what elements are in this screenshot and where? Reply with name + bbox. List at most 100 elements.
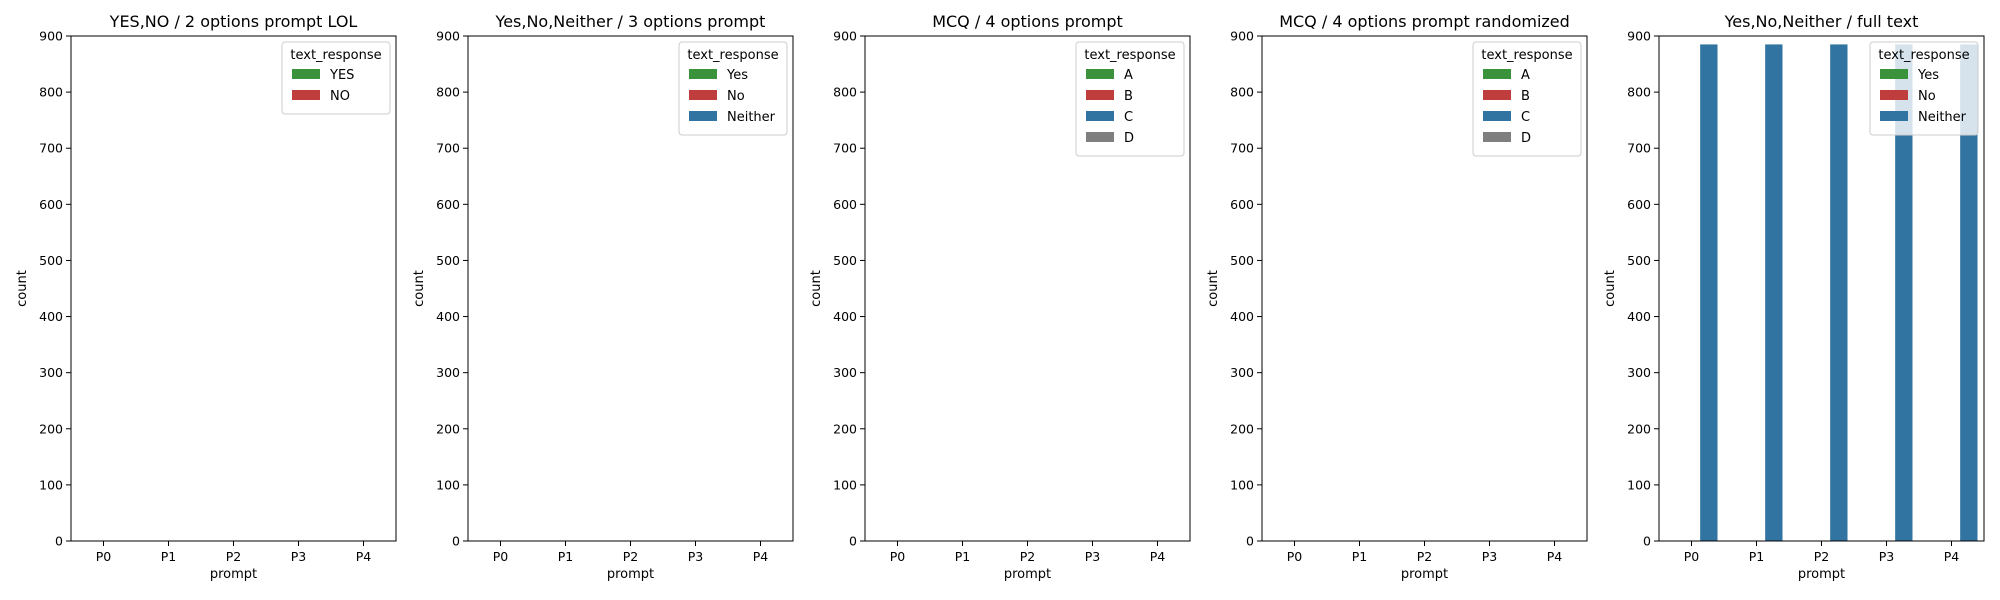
legend-label-d: D: [1124, 131, 1134, 146]
bar-neither-p3: [1895, 44, 1913, 542]
y-tick-label: 400: [833, 309, 857, 324]
y-tick-label: 100: [833, 477, 857, 492]
chart-panel-2: MCQ / 4 options prompt 0 100 200 300 400 500 60…: [809, 12, 1191, 582]
y-tick-label: 800: [1627, 85, 1651, 100]
y-tick-label: 0: [1643, 534, 1651, 549]
legend-swatch-neither: [1880, 111, 1908, 121]
y-axis-label: count: [1603, 270, 1618, 307]
chart-title: Yes,No,Neither / 3 options prompt: [495, 12, 766, 31]
y-tick-label: 300: [1627, 365, 1651, 380]
y-tick-label: 0: [452, 534, 460, 549]
x-tick-label: P2: [226, 549, 242, 564]
y-tick-label: 400: [1627, 309, 1651, 324]
y-tick-label: 100: [1230, 477, 1254, 492]
x-axis-label: prompt: [210, 567, 257, 582]
legend-label-yes: YES: [329, 68, 354, 83]
y-tick-label: 600: [1627, 197, 1651, 212]
y-tick-label: 900: [39, 29, 63, 44]
legend: text_response YES NO: [281, 41, 391, 115]
y-tick-label: 300: [1230, 365, 1254, 380]
x-tick-label: P0: [1287, 549, 1303, 564]
legend-swatch-yes: [689, 69, 717, 79]
legend-label-a: A: [1124, 68, 1133, 83]
x-tick-label: P4: [1547, 549, 1563, 564]
legend-swatch-b: [1483, 90, 1511, 100]
legend-swatch-a: [1086, 69, 1114, 79]
x-tick-label: P3: [1482, 549, 1498, 564]
legend-label-neither: Neither: [1918, 110, 1967, 125]
y-tick-label: 400: [1230, 309, 1254, 324]
x-axis-label: prompt: [607, 567, 654, 582]
x-tick-label: P4: [753, 549, 769, 564]
chart-panel-4: Yes,No,Neither / full text 0 100 200 300 400 5…: [1603, 12, 1985, 582]
y-tick-label: 900: [436, 29, 460, 44]
legend-swatch-a: [1483, 69, 1511, 79]
legend-title: text_response: [290, 48, 381, 63]
legend-swatch-c: [1483, 111, 1511, 121]
chart-panel-0: YES,NO / 2 options prompt LOL 0 100 200 300 4…: [15, 12, 397, 582]
legend-swatch-no: [292, 90, 320, 100]
plot-frame: [467, 35, 794, 542]
legend-swatch-c: [1086, 111, 1114, 121]
y-tick-label: 900: [1627, 29, 1651, 44]
y-tick-label: 900: [1230, 29, 1254, 44]
x-axis-label: prompt: [1004, 567, 1051, 582]
legend: text_response Yes No Neither: [678, 41, 788, 136]
y-tick-label: 800: [833, 85, 857, 100]
legend-label-d: D: [1521, 131, 1531, 146]
x-tick-label: P0: [96, 549, 112, 564]
y-tick-label: 200: [39, 421, 63, 436]
legend-label-neither: Neither: [727, 110, 776, 125]
legend-swatch-no: [1880, 90, 1908, 100]
legend: text_response Yes No Neither: [1869, 41, 1979, 136]
x-axis-label: prompt: [1401, 567, 1448, 582]
y-tick-label: 500: [833, 253, 857, 268]
legend-title: text_response: [1878, 48, 1969, 63]
bar-neither-p4: [1960, 44, 1978, 542]
y-tick-label: 700: [833, 141, 857, 156]
legend-swatch-neither: [689, 111, 717, 121]
y-tick-label: 100: [39, 477, 63, 492]
y-tick-label: 600: [833, 197, 857, 212]
y-tick-label: 800: [1230, 85, 1254, 100]
y-tick-label: 600: [39, 197, 63, 212]
x-tick-label: P1: [558, 549, 574, 564]
x-tick-label: P0: [493, 549, 509, 564]
y-tick-label: 200: [1230, 421, 1254, 436]
chart-panel-1: Yes,No,Neither / 3 options prompt 0 100 200…: [412, 12, 794, 582]
x-tick-label: P2: [1417, 549, 1433, 564]
x-tick-label: P3: [1879, 549, 1895, 564]
legend-label-no: No: [727, 89, 745, 104]
y-tick-label: 500: [436, 253, 460, 268]
y-tick-label: 500: [1627, 253, 1651, 268]
y-tick-label: 100: [436, 477, 460, 492]
plot-frame: [864, 35, 1191, 542]
chart-title: MCQ / 4 options prompt randomized: [1279, 12, 1570, 31]
legend-label-c: C: [1521, 110, 1530, 125]
chart-title: Yes,No,Neither / full text: [1724, 12, 1919, 31]
y-axis-label: count: [412, 270, 427, 307]
x-tick-label: P3: [291, 549, 307, 564]
legend-swatch-d: [1483, 132, 1511, 142]
y-tick-label: 500: [1230, 253, 1254, 268]
plot-frame: [1658, 35, 1985, 542]
x-tick-label: P0: [890, 549, 906, 564]
x-tick-label: P4: [1150, 549, 1166, 564]
y-tick-label: 300: [436, 365, 460, 380]
y-tick-label: 0: [55, 534, 63, 549]
x-tick-label: P4: [1944, 549, 1960, 564]
legend-label-b: B: [1124, 89, 1133, 104]
bar-neither-p1: [1765, 44, 1783, 542]
x-axis-label: prompt: [1798, 567, 1845, 582]
y-tick-label: 900: [833, 29, 857, 44]
legend-swatch-d: [1086, 132, 1114, 142]
x-tick-label: P4: [356, 549, 372, 564]
legend-label-b: B: [1521, 89, 1530, 104]
legend-swatch-yes: [292, 69, 320, 79]
legend-title: text_response: [687, 48, 778, 63]
x-tick-label: P1: [1749, 549, 1765, 564]
y-tick-label: 800: [39, 85, 63, 100]
legend-title: text_response: [1481, 48, 1572, 63]
